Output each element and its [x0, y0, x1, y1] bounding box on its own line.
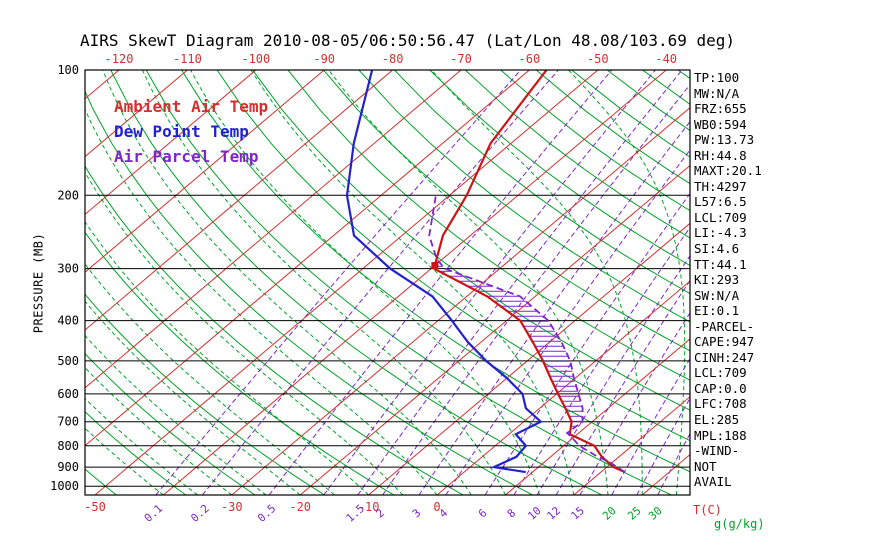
svg-text:0.1: 0.1 [142, 502, 165, 525]
svg-text:-60: -60 [519, 52, 541, 66]
svg-text:8: 8 [505, 506, 519, 520]
svg-text:-120: -120 [105, 52, 134, 66]
svg-text:-40: -40 [655, 52, 677, 66]
svg-text:700: 700 [57, 415, 79, 429]
stats-line: TP:100 [694, 70, 740, 85]
stats-line: KI:293 [694, 272, 740, 288]
stats-line: TH:4297 [694, 178, 747, 194]
stats-line: NOT [694, 458, 717, 474]
legend-ambient-air-temp: Ambient Air Temp [114, 97, 269, 116]
svg-text:10: 10 [525, 504, 544, 523]
sounding-curves [345, 70, 626, 474]
svg-text:500: 500 [57, 354, 79, 368]
svg-text:1000: 1000 [50, 479, 79, 493]
svg-text:30: 30 [646, 504, 665, 523]
stats-line: LCL:709 [694, 365, 747, 381]
legend-air-parcel-temp: Air Parcel Temp [114, 147, 259, 166]
svg-text:25: 25 [625, 504, 644, 523]
stats-line: PW:13.73 [694, 132, 755, 148]
svg-text:6: 6 [476, 506, 490, 520]
svg-text:800: 800 [57, 439, 79, 453]
plot-border [84, 69, 691, 496]
svg-text:-50: -50 [84, 500, 106, 514]
stats-line: -PARCEL- [694, 318, 755, 334]
svg-text:3: 3 [410, 506, 424, 520]
stats-line: LI:-4.3 [694, 225, 747, 241]
svg-text:-90: -90 [313, 52, 335, 66]
svg-text:-10: -10 [358, 500, 380, 514]
svg-text:-70: -70 [450, 52, 472, 66]
legend-dew-point-temp: Dew Point Temp [114, 122, 249, 141]
chart-title: AIRS SkewT Diagram 2010-08-05/06:50:56.4… [80, 31, 736, 50]
stats-line: CAP:0.0 [694, 380, 747, 396]
svg-text:15: 15 [568, 504, 587, 523]
svg-text:-100: -100 [241, 52, 270, 66]
stats-line: RH:44.8 [694, 147, 747, 163]
stats-line: CAPE:947 [694, 334, 755, 350]
pressure-tick-labels: 100 200 300 400 500 600 700 800 900 1000 [50, 63, 79, 493]
svg-text:12: 12 [544, 504, 563, 523]
svg-text:300: 300 [57, 262, 79, 276]
svg-text:600: 600 [57, 387, 79, 401]
dew-point-temp-curve [345, 70, 543, 474]
svg-text:900: 900 [57, 460, 79, 474]
stats-line: LCL:709 [694, 209, 747, 225]
temp-unit-label: T(C) [693, 503, 722, 517]
svg-text:-20: -20 [289, 500, 311, 514]
stats-line: EI:0.1 [694, 303, 740, 319]
stats-line: CINH:247 [694, 349, 755, 365]
pressure-axis-label: PRESSURE (MB) [31, 232, 46, 334]
stats-line: MAXT:20.1 [694, 163, 762, 179]
svg-text:-50: -50 [587, 52, 609, 66]
stats-line: AVAIL [694, 474, 732, 490]
svg-text:0.5: 0.5 [255, 502, 278, 525]
stats-line: WB0:594 [694, 116, 747, 132]
svg-text:-80: -80 [382, 52, 404, 66]
el-marker [431, 262, 439, 269]
stats-line: TT:44.1 [694, 256, 747, 272]
stats-panel: TP:100 MW:N/A FRZ:655 WB0:594 PW:13.73 RH:44.… [694, 70, 762, 490]
svg-text:400: 400 [57, 314, 79, 328]
stats-line: LFC:708 [694, 396, 747, 412]
svg-text:0: 0 [433, 500, 440, 514]
stats-line: FRZ:655 [694, 101, 747, 117]
svg-text:100: 100 [57, 63, 79, 77]
stats-line: EL:285 [694, 412, 740, 428]
cape-hatch [434, 265, 583, 427]
stats-line: L57:6.5 [694, 194, 747, 210]
svg-text:-110: -110 [173, 52, 202, 66]
stats-line: SW:N/A [694, 287, 740, 303]
ambient-air-temp-curve [432, 70, 626, 474]
legend: Ambient Air Temp Dew Point Temp Air Parc… [114, 94, 268, 169]
stats-line: SI:4.6 [694, 241, 740, 257]
top-temp-labels: -120 -110 -100 -90 -80 -70 -60 -50 -40 [105, 52, 677, 66]
svg-text:0.2: 0.2 [188, 502, 211, 525]
svg-text:2: 2 [373, 506, 387, 520]
svg-text:20: 20 [600, 504, 619, 523]
svg-text:4: 4 [437, 506, 451, 520]
stats-line: MPL:188 [694, 427, 747, 443]
stats-line: -WIND- [694, 443, 740, 459]
bottom-temp-labels: -50 -30 -20 -10 0 [84, 500, 440, 514]
svg-text:-30: -30 [221, 500, 243, 514]
stats-line: MW:N/A [694, 85, 740, 101]
isotherm-lines [85, 70, 690, 495]
svg-text:200: 200 [57, 188, 79, 202]
mixing-unit-label: g(g/kg) [714, 517, 765, 531]
air-parcel-temp-curve [428, 195, 626, 473]
